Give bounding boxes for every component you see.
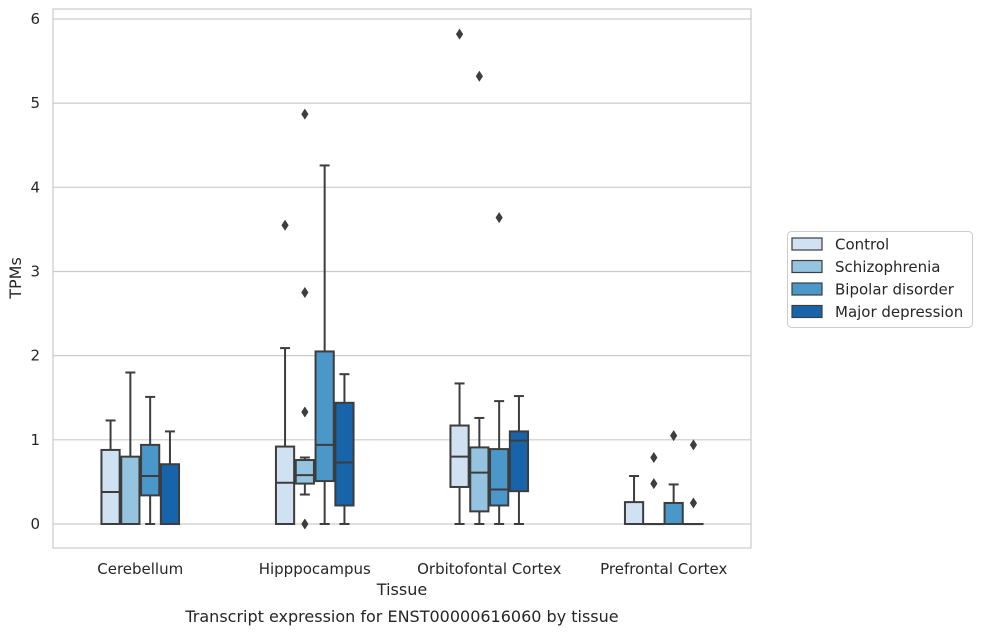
y-tick-label: 2 <box>30 347 40 365</box>
box <box>489 448 510 507</box>
legend-swatch <box>791 304 823 319</box>
legend-label: Major depression <box>835 303 963 321</box>
box <box>120 455 141 525</box>
box-group <box>643 452 664 526</box>
box-group <box>508 395 530 525</box>
outlier-point <box>301 108 309 120</box>
outlier-point <box>650 452 658 464</box>
y-axis-label: TPMs <box>6 257 25 300</box>
box-group <box>314 164 335 525</box>
box <box>623 501 645 526</box>
y-tick-label: 1 <box>30 431 40 449</box>
outlier-point <box>301 518 309 530</box>
outlier-point <box>281 219 289 231</box>
outlier-point <box>670 430 678 442</box>
legend-label: Bipolar disorder <box>835 281 955 299</box>
box-group <box>140 395 161 525</box>
outlier-point <box>301 406 309 418</box>
box-group <box>663 430 684 525</box>
legend-swatch <box>791 282 823 296</box>
box <box>334 401 355 507</box>
box-group <box>489 212 510 525</box>
box-group <box>334 373 355 525</box>
box-group <box>623 475 645 526</box>
figure-caption: Transcript expression for ENST0000061606… <box>184 607 618 626</box>
box-group <box>683 439 704 526</box>
x-tick-label: Prefrontal Cortex <box>600 560 727 578</box>
box <box>100 448 121 525</box>
box-group <box>449 28 470 525</box>
box-group <box>100 419 121 525</box>
box <box>663 501 684 525</box>
x-tick-labels: Cerebellum Hipppocampus Orbitofontal Corte… <box>97 560 727 578</box>
y-tick-labels: 0 1 2 3 4 5 6 <box>30 10 40 533</box>
box <box>294 459 315 485</box>
y-tick-label: 6 <box>30 10 40 28</box>
y-tick-label: 3 <box>30 262 40 280</box>
x-axis-label: Tissue <box>376 580 427 599</box>
plot-frame <box>52 8 752 549</box>
y-tick-label: 4 <box>30 178 40 196</box>
box-group <box>120 371 141 525</box>
outlier-point <box>689 497 698 509</box>
box-group <box>469 70 490 525</box>
box-layer <box>100 28 704 530</box>
outlier-point <box>650 478 658 490</box>
box-group <box>294 108 315 530</box>
box <box>469 446 490 513</box>
y-tick-label: 0 <box>30 515 40 533</box>
outlier-point <box>475 70 483 82</box>
legend: Control Schizophrenia Bipolar disorder Majo… <box>787 231 973 328</box>
x-tick-label: Orbitofontal Cortex <box>417 560 561 578</box>
x-tick-label: Cerebellum <box>97 560 183 578</box>
outlier-point <box>495 212 503 224</box>
legend-swatch <box>791 259 823 274</box>
box <box>159 463 181 525</box>
box-group <box>159 430 181 525</box>
outlier-point <box>689 439 698 451</box>
x-tick-label: Hipppocampus <box>259 560 371 578</box>
box <box>274 445 296 525</box>
outlier-point <box>455 28 464 40</box>
box <box>508 430 530 493</box>
outlier-point <box>301 287 309 299</box>
y-tick-label: 5 <box>30 94 40 112</box>
box <box>314 350 335 483</box>
legend-frame <box>787 231 973 328</box>
box-group <box>274 219 296 525</box>
box <box>140 443 161 497</box>
legend-swatch <box>791 237 823 251</box>
legend-label: Schizophrenia <box>835 258 940 276</box>
legend-label: Control <box>835 236 889 254</box>
